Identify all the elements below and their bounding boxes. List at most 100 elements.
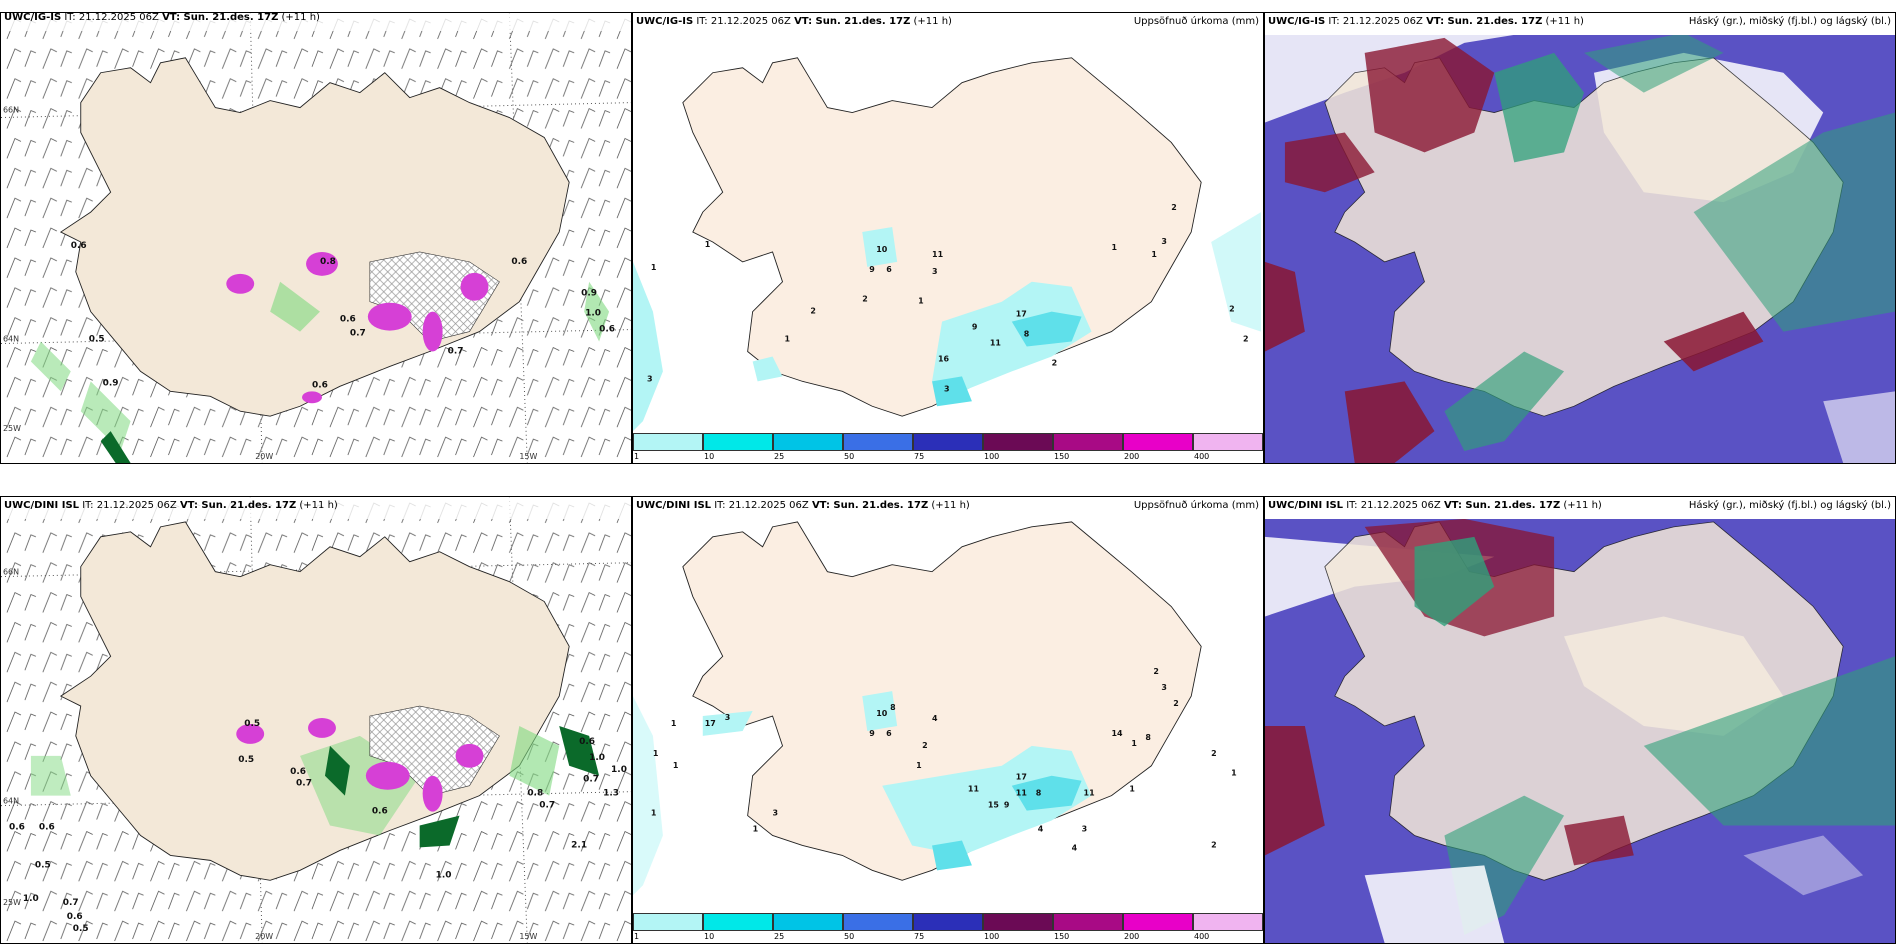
colorbar-label: 25: [774, 452, 785, 461]
precip-value: 2: [1153, 667, 1159, 676]
init-time: IT: 21.12.2025 06Z: [1328, 16, 1423, 27]
precip-value: 4: [932, 714, 938, 723]
cloud-title: Háský (gr.), miðský (fj.bl.) og lágský (…: [1688, 16, 1891, 27]
colorbar-label: 400: [1194, 452, 1210, 461]
precip-value: 2: [1171, 203, 1177, 212]
colorbar-label: 25: [774, 932, 785, 941]
precip-value: 3: [944, 384, 950, 393]
precip-value: 2: [862, 295, 868, 304]
colorbar-label: 50: [844, 932, 855, 941]
lead-time: (+11 h): [1545, 16, 1584, 27]
lon-label: 15W: [519, 452, 537, 461]
wind-value: 0.5: [35, 860, 51, 870]
wind-panel-row1: UWC/IG-IS IT: 21.12.2025 06Z VT: Sun. 21…: [0, 12, 632, 464]
precip-value: 11: [932, 250, 943, 259]
precip-value: 17: [705, 719, 716, 728]
colorbar-swatch: [843, 433, 913, 451]
precip-colorbar: 1 10 25 50 75 100 150 200 400: [633, 433, 1263, 463]
precip-value: 2: [810, 307, 816, 316]
colorbar-swatch: [773, 433, 843, 451]
panel-header: UWC/IG-IS IT: 21.12.2025 06Z VT: Sun. 21…: [1, 12, 631, 31]
wind-value: 0.7: [350, 329, 366, 339]
precip-value: 1: [651, 809, 657, 818]
precip-value: 1: [671, 719, 677, 728]
wind-value: 0.6: [372, 807, 388, 817]
panel-header: UWC/IG-IS IT: 21.12.2025 06Z VT: Sun. 21…: [633, 13, 1263, 35]
precip-value: 8: [1145, 733, 1151, 742]
precip-value: 3: [932, 267, 938, 276]
wind-value: 0.7: [296, 779, 312, 789]
init-time: IT: 21.12.2025 06Z: [82, 500, 177, 511]
precip-title: Uppsöfnuð úrkoma (mm): [1133, 500, 1259, 511]
precip-value: 1: [653, 749, 659, 758]
colorbar-swatch: [1123, 433, 1193, 451]
colorbar-label: 150: [1054, 932, 1070, 941]
precip-value: 3: [725, 713, 731, 722]
colorbar-swatch: [633, 913, 703, 931]
wind-value: 0.5: [73, 924, 89, 934]
model-name: UWC/DINI ISL: [636, 500, 712, 511]
precip-value: 11: [990, 339, 1001, 348]
precip-value: 1: [651, 263, 657, 272]
wind-value: 1.0: [23, 894, 39, 904]
colorbar-swatch: [633, 433, 703, 451]
cloud-map: [1265, 32, 1895, 463]
lead-time: (+11 h): [913, 16, 952, 27]
precip-value: 16: [938, 354, 950, 363]
precip-value: 4: [1038, 825, 1044, 834]
colorbar-label: 100: [984, 932, 1000, 941]
colorbar-label: 1: [634, 932, 640, 941]
precip-value: 3: [1161, 683, 1167, 692]
precip-value: 1: [705, 240, 711, 249]
lat-label: 66N: [3, 106, 19, 115]
precip-value: 1: [916, 761, 922, 770]
valid-time: VT: Sun. 21.des. 17Z: [162, 12, 279, 23]
wind-map: 20W 15W 66N 64N 25W 0.6 0.6 0.6 0.7 0.5 …: [1, 13, 631, 463]
wind-value: 0.6: [71, 241, 87, 251]
precip-value: 2: [1211, 749, 1217, 758]
init-time: IT: 21.12.2025 06Z: [714, 500, 809, 511]
wind-value: 0.6: [67, 912, 83, 922]
precip-value: 2: [1211, 840, 1217, 849]
precip-value: 9: [1004, 801, 1010, 810]
precip-value: 1: [753, 825, 759, 834]
colorbar-label: 150: [1054, 452, 1070, 461]
precip-value: 2: [922, 741, 928, 750]
colorbar-swatch: [703, 913, 773, 931]
precip-value: 9: [869, 729, 875, 738]
colorbar-swatch: [983, 913, 1053, 931]
lon-label: 25W: [3, 898, 21, 907]
precip-value: 3: [1082, 825, 1088, 834]
wind-value: 0.6: [9, 823, 25, 833]
precip-map: 1 3 1 2 1 10 6 9 2 1 11 3 9 11 17 8 2 1 …: [633, 57, 1262, 432]
wind-map: 20W 15W 66N 64N 25W 0.6 0.6 0.5 1.0 0.7 …: [1, 497, 631, 943]
precip-value: 1: [1231, 769, 1237, 778]
precip-value: 1: [1151, 250, 1157, 259]
precip-value: 1: [1111, 243, 1117, 252]
colorbar-swatch: [703, 433, 773, 451]
colorbar-label: 10: [704, 932, 715, 941]
valid-time: VT: Sun. 21.des. 17Z: [811, 500, 929, 511]
wind-value: 0.5: [238, 755, 254, 765]
colorbar-label: 75: [914, 452, 925, 461]
precip-panel-row2: UWC/DINI ISL IT: 21.12.2025 06Z VT: Sun.…: [632, 496, 1264, 944]
precip-value: 3: [1161, 237, 1167, 246]
precip-value: 14: [1111, 729, 1123, 738]
lat-label: 64N: [3, 797, 19, 806]
colorbar-label: 200: [1124, 932, 1140, 941]
precip-value: 10: [876, 245, 888, 254]
lon-label: 20W: [255, 932, 273, 941]
colorbar-label: 100: [984, 452, 1000, 461]
wind-panel-row2: UWC/DINI ISL IT: 21.12.2025 06Z VT: Sun.…: [0, 496, 632, 944]
colorbar-swatch: [913, 433, 983, 451]
wind-value: 0.7: [448, 346, 464, 356]
colorbar-swatch: [1123, 913, 1193, 931]
precip-value: 11: [968, 785, 979, 794]
wind-value: 1.0: [589, 753, 605, 763]
model-name: UWC/IG-IS: [1268, 16, 1326, 27]
precip-colorbar: 1 10 25 50 75 100 150 200 400: [633, 913, 1263, 943]
lead-time: (+11 h): [931, 500, 970, 511]
cloud-panel-row2: UWC/DINI ISL IT: 21.12.2025 06Z VT: Sun.…: [1264, 496, 1896, 944]
model-name: UWC/IG-IS: [636, 16, 694, 27]
cloud-title: Háský (gr.), miðský (fj.bl.) og lágský (…: [1688, 500, 1891, 511]
